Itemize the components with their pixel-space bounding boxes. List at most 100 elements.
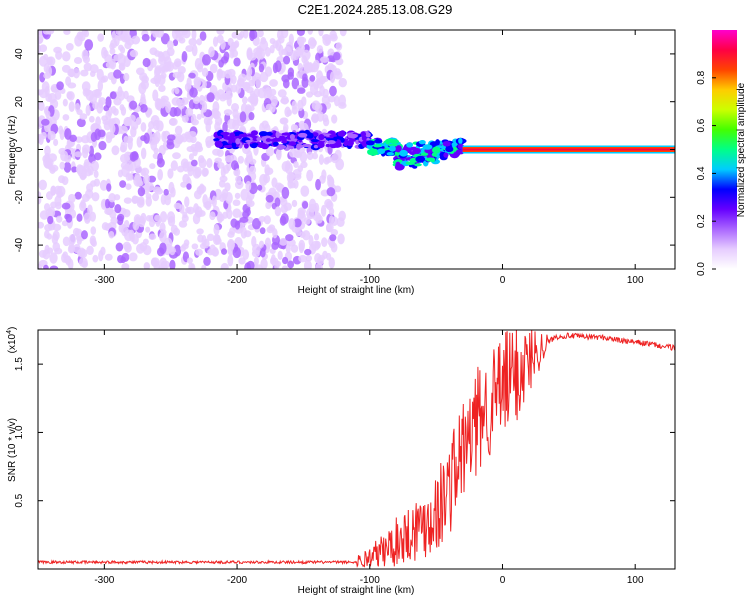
heatmap-noise-blob xyxy=(172,152,181,160)
heatmap-noise-blob xyxy=(116,213,125,222)
heatmap-noise-blob xyxy=(152,192,160,202)
heatmap-noise-blob xyxy=(111,105,117,114)
heatmap-noise-blob xyxy=(190,159,198,167)
heatmap-noise-blob xyxy=(68,234,77,245)
x-tick-label: -100 xyxy=(360,275,380,286)
heatmap-noise-blob xyxy=(65,42,74,51)
heatmap-noise-blob xyxy=(318,30,324,37)
heatmap-noise-blob xyxy=(235,82,242,94)
heatmap-noise-blob xyxy=(287,260,295,269)
heatmap-noise-blob xyxy=(193,76,202,87)
snr-multiplier-close: ) xyxy=(7,327,18,330)
heatmap-noise-blob xyxy=(44,230,50,239)
heatmap-noise-blob xyxy=(118,44,124,51)
heatmap-noise-blob xyxy=(285,243,291,254)
heatmap-noise-blob xyxy=(143,132,150,144)
heatmap-noise-blob xyxy=(46,56,53,66)
heatmap-noise-blob xyxy=(293,218,302,228)
heatmap-noise-blob xyxy=(209,63,218,74)
heatmap-signal-blob xyxy=(302,143,312,148)
heatmap-noise-blob xyxy=(175,135,185,142)
heatmap-noise-blob xyxy=(242,210,250,219)
heatmap-noise-blob xyxy=(54,195,62,207)
heatmap-noise-blob xyxy=(278,34,285,44)
heatmap-noise-blob xyxy=(154,78,160,88)
heatmap-noise-blob xyxy=(78,257,88,268)
heatmap-noise-blob xyxy=(38,133,44,146)
heatmap-noise-blob xyxy=(333,51,341,61)
heatmap-noise-blob xyxy=(90,226,97,235)
heatmap-noise-blob xyxy=(60,150,69,162)
heatmap-signal-blob xyxy=(250,130,259,136)
heatmap-noise-blob xyxy=(177,102,185,110)
colorbar-tick-label: 0.4 xyxy=(696,166,707,180)
heatmap-noise-blob xyxy=(55,50,63,60)
heatmap-signal-blob xyxy=(369,150,380,155)
heatmap-noise-blob xyxy=(315,214,323,224)
heatmap-noise-blob xyxy=(209,211,216,221)
heatmap-signal-blob xyxy=(235,138,241,145)
heatmap-signal-blob xyxy=(405,161,415,166)
heatmap-noise-blob xyxy=(68,68,75,77)
heatmap-noise-blob xyxy=(104,253,113,261)
heatmap-noise-blob xyxy=(73,56,83,65)
heatmap-signal-blob xyxy=(260,143,270,149)
heatmap-noise-blob xyxy=(185,45,194,53)
heatmap-noise-blob xyxy=(304,62,313,74)
heatmap-noise-blob xyxy=(105,134,113,144)
heatmap-noise-blob xyxy=(79,113,88,120)
heatmap-signal-blob xyxy=(431,152,438,157)
heatmap-noise-blob xyxy=(140,122,147,132)
heatmap-noise-blob xyxy=(251,95,259,105)
heatmap-noise-blob xyxy=(283,55,291,65)
heatmap-noise-blob xyxy=(222,164,230,174)
heatmap-noise-blob xyxy=(123,116,133,127)
heatmap-noise-blob xyxy=(89,70,96,77)
heatmap-noise-blob xyxy=(173,227,180,236)
heatmap-noise-blob xyxy=(240,226,248,239)
heatmap-noise-blob xyxy=(266,226,274,234)
heatmap-noise-blob xyxy=(175,32,184,42)
heatmap-noise-blob xyxy=(326,222,334,233)
heatmap-noise-blob xyxy=(314,240,321,249)
heatmap-noise-blob xyxy=(59,161,66,170)
heatmap-noise-blob xyxy=(83,212,92,223)
heatmap-noise-blob xyxy=(213,224,220,236)
heatmap-noise-blob xyxy=(156,120,164,132)
heatmap-noise-blob xyxy=(137,186,146,197)
heatmap-signal-blob xyxy=(406,142,414,148)
heatmap-noise-blob xyxy=(224,69,232,79)
heatmap-noise-blob xyxy=(219,175,228,183)
heatmap-noise-blob xyxy=(323,157,330,165)
heatmap-signal-blob xyxy=(275,131,280,139)
heatmap-noise-blob xyxy=(63,161,72,173)
colorbar-tick-label: 0.0 xyxy=(696,262,707,276)
heatmap-noise-blob xyxy=(292,168,302,179)
heatmap-noise-blob xyxy=(46,247,54,254)
heatmap-noise-blob xyxy=(154,50,161,57)
heatmap-noise-blob xyxy=(54,247,63,255)
heatmap-noise-blob xyxy=(316,256,324,266)
heatmap-noise-blob xyxy=(38,179,47,191)
heatmap-noise-blob xyxy=(90,238,96,247)
heatmap-noise-blob xyxy=(184,196,190,208)
heatmap-noise-blob xyxy=(309,198,317,210)
heatmap-noise-blob xyxy=(139,104,148,113)
heatmap-signal-blob xyxy=(266,131,273,136)
heatmap-signal-blob xyxy=(451,142,458,147)
heatmap-noise-blob xyxy=(72,67,81,79)
heatmap-noise-blob xyxy=(238,257,246,265)
heatmap-noise-blob xyxy=(296,30,305,36)
x-tick-label: 100 xyxy=(627,575,644,586)
heatmap-noise-blob xyxy=(80,69,89,77)
heatmap-noise-blob xyxy=(174,87,180,95)
heatmap-noise-blob xyxy=(157,55,167,65)
heatmap-signal-blob xyxy=(231,137,237,143)
heatmap-noise-blob xyxy=(129,151,137,162)
heatmap-noise-blob xyxy=(328,257,335,269)
heatmap-noise-blob xyxy=(143,173,150,185)
heatmap-noise-blob xyxy=(49,252,58,264)
heatmap-noise-blob xyxy=(69,134,77,143)
